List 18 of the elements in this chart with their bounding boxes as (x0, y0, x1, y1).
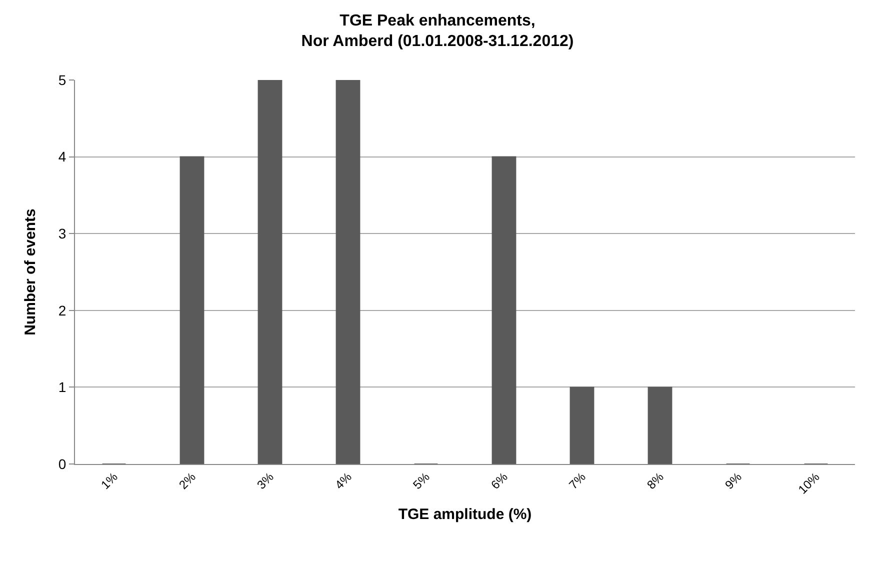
y-tick-label: 0 (58, 456, 66, 472)
y-tick-label: 4 (58, 148, 66, 165)
chart-title: TGE Peak enhancements, Nor Amberd (01.01.2008-31.12.2012) (301, 12, 574, 50)
x-tick-label: 8% (644, 470, 667, 492)
x-tick-label: 6% (488, 470, 511, 492)
x-tick-label: 5% (410, 470, 433, 492)
y-tick-label: 1 (58, 379, 66, 396)
x-tick-label: 7% (566, 470, 589, 492)
y-tick-label: 2 (58, 302, 66, 318)
x-axis-title: TGE amplitude (%) (398, 506, 532, 523)
y-tick-label: 5 (58, 72, 66, 88)
y-axis-title: Number of events (22, 208, 39, 336)
x-tick-label: 2% (176, 470, 199, 492)
x-tick-label: 1% (98, 470, 121, 492)
x-tick-label: 9% (722, 470, 745, 492)
x-tick-label: 4% (332, 470, 355, 492)
x-tick-label: 3% (254, 470, 277, 492)
y-tick-label: 3 (58, 226, 66, 242)
